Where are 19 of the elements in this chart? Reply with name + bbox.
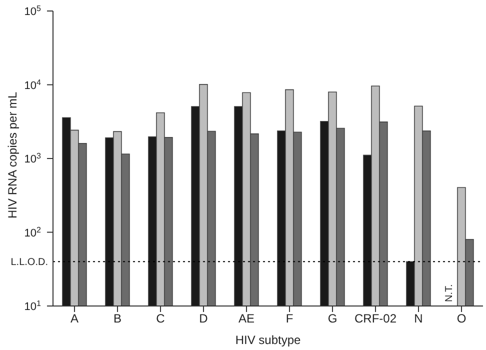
x-tick-label: AE — [238, 312, 255, 326]
x-tick-label: CRF-02 — [354, 312, 397, 326]
x-tick-label: D — [199, 312, 208, 326]
ref-line-label: L.L.O.D. — [10, 257, 48, 268]
x-tick-label: B — [113, 312, 122, 326]
y-axis-title: HIV RNA copies per mL — [5, 91, 20, 218]
x-tick-label: F — [286, 312, 294, 326]
x-tick-label: C — [156, 312, 166, 326]
x-axis-title: HIV subtype — [235, 333, 302, 347]
y-tick-label: 10$^{5}$ — [24, 4, 42, 18]
y-tick-label: 10$^{4}$ — [24, 77, 42, 92]
y-tick-label: 10$^{1}$ — [24, 298, 42, 313]
x-tick-label: G — [328, 312, 338, 326]
x-tick-label: A — [70, 312, 79, 326]
x-tick-label: N — [414, 312, 423, 326]
x-tick-label: O — [456, 312, 466, 326]
y-tick-label: 10$^{2}$ — [24, 224, 42, 240]
y-tick-label: 10$^{3}$ — [24, 151, 42, 166]
annotation: N.T. — [444, 284, 455, 302]
